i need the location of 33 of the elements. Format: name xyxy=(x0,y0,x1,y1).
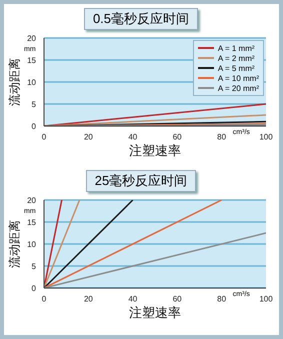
x-tick-label: 60 xyxy=(172,294,182,304)
y-axis-title: 流动距离 xyxy=(7,58,22,106)
legend-label: A = 20 mm² xyxy=(218,84,259,92)
x-tick-label: 60 xyxy=(172,132,182,142)
x-tick-label: 100 xyxy=(259,294,274,304)
x-tick-label: 0 xyxy=(42,132,47,142)
y-tick-label: 5 xyxy=(32,100,37,109)
y-tick-label: 20 xyxy=(27,34,37,43)
x-axis-title: 注塑速率 xyxy=(129,143,181,158)
y-tick-label: 0 xyxy=(32,284,37,293)
y-tick-label: 5 xyxy=(32,262,37,271)
x-tick-label: 40 xyxy=(128,294,138,304)
legend-label: A = 1 mm² xyxy=(218,44,255,52)
y-tick-label: 20 xyxy=(27,196,37,205)
y-tick-label: 0 xyxy=(32,122,37,131)
x-tick-label: 40 xyxy=(128,132,138,142)
x-tick-label: 80 xyxy=(217,132,227,142)
chart-title: 0.5毫秒反应时间 xyxy=(84,8,198,30)
legend-label: A = 10 mm² xyxy=(218,74,259,82)
y-tick-label: 10 xyxy=(27,78,37,87)
x-tick-label: 100 xyxy=(259,132,274,142)
y-tick-label: 15 xyxy=(27,218,37,227)
legend-label: A = 5 mm² xyxy=(218,64,255,72)
x-axis-title: 注塑速率 xyxy=(129,305,181,320)
x-tick-label: 80 xyxy=(217,294,227,304)
legend-label: A = 2 mm² xyxy=(218,54,255,62)
y-tick-label: 10 xyxy=(27,240,37,249)
x-tick-label: 20 xyxy=(84,132,94,142)
y-tick-label: 15 xyxy=(27,56,37,65)
x-tick-label: 0 xyxy=(42,294,47,304)
x-tick-label: 20 xyxy=(84,294,94,304)
y-axis-title: 流动距离 xyxy=(7,220,22,268)
chart-title: 25毫秒反应时间 xyxy=(86,170,196,192)
